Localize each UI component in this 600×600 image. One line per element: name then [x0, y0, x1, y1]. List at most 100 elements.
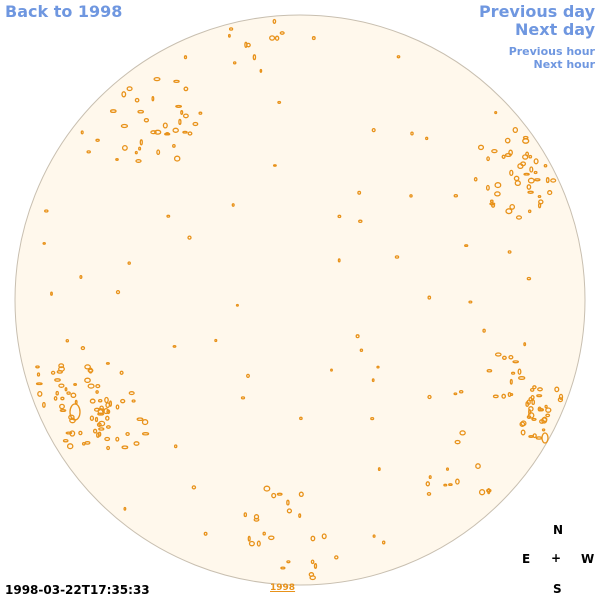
contour-blob — [522, 135, 529, 140]
contour-blob — [256, 540, 261, 547]
contour-blob — [453, 194, 459, 198]
contour-blob — [527, 190, 534, 194]
contour-blob — [98, 427, 105, 431]
contour-blob — [133, 441, 140, 446]
contour-blob — [182, 130, 188, 134]
contour-blob — [135, 159, 142, 163]
next-day-link[interactable]: Next day — [515, 20, 595, 39]
contour-blob — [526, 399, 531, 405]
contour-blob — [308, 572, 315, 577]
contour-blob — [172, 344, 177, 348]
solar-disk — [14, 14, 586, 586]
contour-blob — [136, 417, 144, 422]
contour-blob — [271, 492, 277, 499]
contour-blob — [425, 136, 429, 141]
contour-blob — [311, 36, 316, 41]
contour-blob — [198, 111, 203, 115]
contour-blob — [445, 467, 450, 471]
contour-blob — [520, 429, 526, 436]
contour-blob — [491, 203, 496, 208]
contour-blob — [73, 383, 78, 386]
contour-blob — [494, 191, 501, 197]
contour-blob — [475, 463, 481, 470]
contour-blob — [394, 255, 400, 259]
contour-blob — [473, 177, 478, 182]
contour-blob — [119, 370, 124, 375]
contour-blob — [482, 328, 486, 333]
contour-blob — [494, 352, 502, 357]
contour-blob — [192, 121, 199, 127]
contour-blob — [84, 377, 91, 384]
contour-blob — [509, 203, 516, 210]
contour-blob — [541, 428, 546, 432]
contour-blob — [537, 194, 542, 199]
compass-south-label: S — [553, 582, 562, 596]
contour-blob — [139, 139, 143, 146]
contour-blob — [183, 86, 189, 92]
contour-blob — [505, 208, 513, 215]
contour-blob — [528, 406, 534, 412]
contour-blob — [529, 387, 535, 392]
contour-blob — [50, 370, 56, 375]
contour-blob — [99, 405, 104, 411]
contour-blob — [358, 219, 363, 224]
contour-blob — [127, 261, 131, 265]
contour-blob — [134, 150, 138, 155]
contour-blob — [89, 415, 95, 421]
contour-blob — [376, 365, 380, 369]
contour-blob — [508, 354, 514, 360]
contour-blob — [501, 154, 506, 159]
contour-blob — [97, 398, 103, 403]
contour-blob — [65, 338, 70, 343]
contour-blob — [455, 478, 460, 485]
next-hour-link[interactable]: Next hour — [533, 58, 596, 71]
contour-blob — [248, 540, 255, 547]
contour-blob — [60, 396, 65, 401]
contour-blob — [514, 180, 521, 187]
contour-blob — [544, 404, 548, 409]
contour-blob — [486, 156, 490, 162]
contour-blob — [528, 154, 533, 159]
contour-blob — [259, 68, 263, 73]
contour-blob — [115, 158, 119, 161]
contour-blob — [276, 492, 283, 496]
year-link[interactable]: 1998 — [270, 583, 296, 593]
contour-blob — [359, 348, 364, 352]
back-to-year-link[interactable]: Back to 1998 — [5, 2, 123, 21]
contour-blob — [410, 131, 414, 136]
contour-blob — [86, 150, 91, 154]
contour-blob — [550, 178, 557, 183]
contour-blob — [58, 366, 65, 372]
previous-day-link[interactable]: Previous day — [478, 2, 595, 21]
contour-blob — [372, 534, 376, 538]
contour-blob — [97, 412, 105, 416]
contour-blob — [501, 355, 507, 360]
magnetic-contours — [35, 18, 564, 581]
compass-east-label: E — [522, 552, 531, 566]
contour-blob — [246, 42, 251, 48]
previous-hour-link[interactable]: Previous hour — [508, 45, 595, 58]
contour-blob — [81, 441, 86, 446]
contour-blob — [494, 182, 502, 189]
contour-blob — [232, 61, 237, 65]
contour-blob — [453, 392, 458, 396]
contour-blob — [509, 392, 514, 397]
contour-blob — [512, 360, 520, 364]
contour-blob — [173, 79, 180, 84]
contour-blob — [246, 373, 250, 379]
contour-blob — [371, 127, 376, 133]
contour-blob — [371, 378, 375, 383]
contour-blob — [355, 334, 360, 339]
contour-blob — [526, 184, 532, 190]
contour-blob — [78, 430, 83, 436]
contour-blob — [504, 137, 511, 144]
contour-blob — [253, 517, 260, 522]
contour-blob — [65, 431, 73, 435]
contour-blob — [54, 378, 61, 382]
contour-blob — [464, 244, 469, 248]
contour-blob — [80, 346, 86, 351]
contour-blob — [191, 485, 197, 490]
contour-blob — [108, 400, 113, 407]
contour-blob — [131, 399, 136, 403]
